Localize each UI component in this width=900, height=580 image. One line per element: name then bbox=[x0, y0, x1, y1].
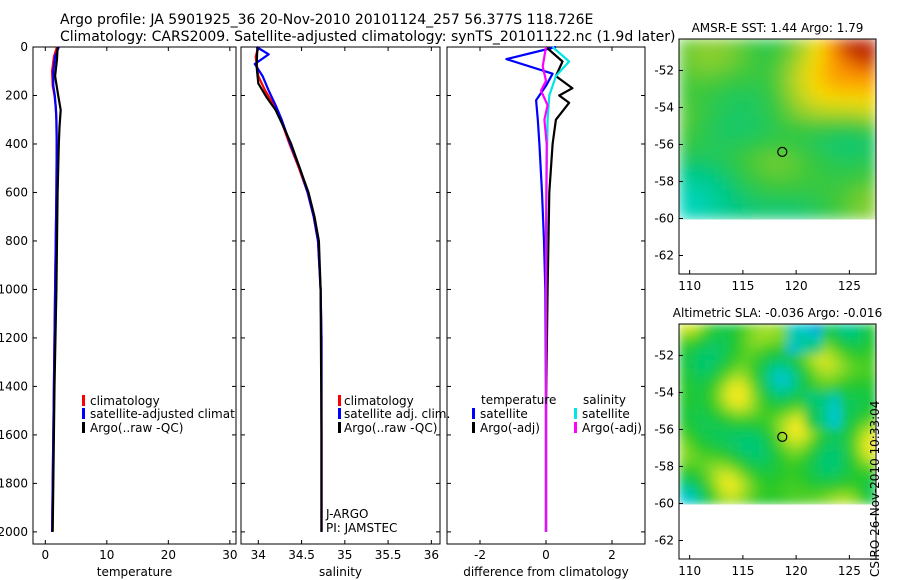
temperature-line-argo-raw-qc- bbox=[51, 46, 62, 532]
sal-legend-label: climatology bbox=[344, 394, 414, 408]
difference-xtick-label: 0 bbox=[542, 548, 550, 562]
temp-legend-swatch bbox=[82, 395, 85, 406]
difference-series-group bbox=[505, 45, 574, 532]
title-line-2: Climatology: CARS2009. Satellite-adjuste… bbox=[60, 29, 676, 45]
difference-xtick-label: 2 bbox=[608, 548, 616, 562]
sst-map-field bbox=[679, 39, 876, 220]
diff-legend-label: Argo(-adj) bbox=[582, 421, 642, 435]
sla-map-title: Altimetric SLA: -0.036 Argo: -0.016 bbox=[673, 306, 882, 320]
sla-map-ytick-label: -62 bbox=[654, 533, 674, 547]
sla-map-ytick-label: -52 bbox=[654, 348, 674, 362]
temperature-xtick-label: 20 bbox=[161, 548, 176, 562]
temperature-ytick-label: 800 bbox=[5, 234, 28, 248]
temp-legend-label: Argo(..raw -QC) bbox=[90, 421, 183, 435]
temperature-axes-frame bbox=[32, 46, 237, 545]
difference-line-temperature-argo-adj- bbox=[544, 46, 574, 532]
temperature-ytick-label: 1200 bbox=[0, 331, 28, 345]
diff-legend-swatch bbox=[472, 422, 475, 433]
salinity-xtick-label: 36 bbox=[424, 548, 439, 562]
sla-map-field bbox=[679, 324, 876, 505]
sla-map-xtick-label: 115 bbox=[731, 564, 754, 578]
sla-map-xtick-label: 125 bbox=[838, 564, 861, 578]
sst-map-ytick-label: -56 bbox=[654, 137, 674, 151]
sal-legend-label: Argo(..raw -QC) bbox=[344, 421, 437, 435]
temperature-ytick-label: 1400 bbox=[0, 379, 28, 393]
diff-legend-swatch bbox=[574, 408, 577, 419]
salinity-axes-frame bbox=[240, 46, 441, 545]
salinity-xlabel: salinity bbox=[319, 565, 362, 579]
pi-label: PI: JAMSTEC bbox=[326, 521, 397, 535]
diff-legend-swatch bbox=[472, 408, 475, 419]
sst-map-argo-marker bbox=[777, 146, 788, 157]
salinity-series-group bbox=[253, 46, 323, 532]
sst-map-xtick-label: 115 bbox=[731, 279, 754, 293]
temp-legend-swatch bbox=[82, 422, 85, 433]
salinity-line-climatology bbox=[254, 46, 323, 532]
sst-map-ytick-label: -62 bbox=[654, 248, 674, 262]
temperature-ytick-label: 1800 bbox=[0, 476, 28, 490]
credit-label: CSIRO 26-Nov-2010 10:33:04 bbox=[868, 400, 882, 577]
float-program-label: J-ARGO bbox=[325, 507, 368, 521]
sla-map-ytick-label: -60 bbox=[654, 496, 674, 510]
temperature-xtick-label: 30 bbox=[222, 548, 237, 562]
sst-map-ytick-label: -54 bbox=[654, 100, 674, 114]
sst-map-title: AMSR-E SST: 1.44 Argo: 1.79 bbox=[692, 21, 864, 35]
salinity-line-satellite-adj-clim- bbox=[253, 46, 323, 532]
temperature-ytick-label: 400 bbox=[5, 137, 28, 151]
salinity-xtick-label: 34.5 bbox=[288, 548, 315, 562]
sla-map-ytick-label: -56 bbox=[654, 422, 674, 436]
temp-legend-swatch bbox=[82, 408, 85, 419]
temperature-ytick-label: 600 bbox=[5, 185, 28, 199]
sla-map-argo-marker bbox=[777, 431, 788, 442]
difference-line-salinity-argo-adj- bbox=[539, 46, 549, 532]
temperature-xlabel: temperature bbox=[97, 565, 172, 579]
temperature-ytick-label: 1000 bbox=[0, 282, 28, 296]
sst-map-ytick-label: -58 bbox=[654, 174, 674, 188]
sst-map-xtick-label: 125 bbox=[838, 279, 861, 293]
temperature-series-group bbox=[50, 46, 62, 532]
sla-map-xtick-label: 110 bbox=[678, 564, 701, 578]
temp-legend-label: climatology bbox=[90, 394, 160, 408]
sst-map-ytick-label: -60 bbox=[654, 211, 674, 225]
diff-legend-title-salinity: salinity bbox=[583, 393, 626, 407]
sal-legend-label: satellite adj. clim. bbox=[344, 407, 450, 421]
diff-legend-label: satellite bbox=[582, 407, 630, 421]
temperature-xtick-label: 0 bbox=[41, 548, 49, 562]
difference-xlabel: difference from climatology bbox=[463, 565, 629, 579]
sal-legend-swatch bbox=[338, 408, 341, 419]
temperature-ytick-label: 1600 bbox=[0, 428, 28, 442]
sla-map-frame bbox=[678, 323, 877, 560]
temp-legend-label: satellite-adjusted climatology bbox=[90, 407, 268, 421]
diff-legend-label: Argo(-adj) bbox=[480, 421, 540, 435]
temperature-xtick-label: 10 bbox=[99, 548, 114, 562]
sal-legend-swatch bbox=[338, 395, 341, 406]
sst-map-frame bbox=[678, 38, 877, 275]
salinity-xtick-label: 35 bbox=[337, 548, 352, 562]
difference-line-salinity-satellite bbox=[544, 46, 571, 532]
salinity-line-argo-raw-qc- bbox=[255, 46, 323, 532]
sla-map-ytick-label: -58 bbox=[654, 459, 674, 473]
temperature-ytick-label: 0 bbox=[20, 40, 28, 54]
title-line-1: Argo profile: JA 5901925_36 20-Nov-2010 … bbox=[60, 12, 594, 28]
sal-legend-swatch bbox=[338, 422, 341, 433]
diff-legend-title-temperature: temperature bbox=[481, 393, 556, 407]
diff-legend-swatch bbox=[574, 422, 577, 433]
diff-legend-label: satellite bbox=[480, 407, 528, 421]
salinity-xtick-label: 35.5 bbox=[375, 548, 402, 562]
temperature-ytick-label: 2000 bbox=[0, 525, 28, 539]
sla-map-ytick-label: -54 bbox=[654, 385, 674, 399]
salinity-xtick-label: 34 bbox=[251, 548, 266, 562]
temperature-ytick-label: 200 bbox=[5, 88, 28, 102]
sla-map-xtick-label: 120 bbox=[785, 564, 808, 578]
difference-xtick-label: -2 bbox=[474, 548, 486, 562]
sst-map-ytick-label: -52 bbox=[654, 63, 674, 77]
sst-map-xtick-label: 120 bbox=[785, 279, 808, 293]
figure-title: Argo profile: JA 5901925_36 20-Nov-2010 … bbox=[60, 12, 675, 46]
sst-map-xtick-label: 110 bbox=[678, 279, 701, 293]
